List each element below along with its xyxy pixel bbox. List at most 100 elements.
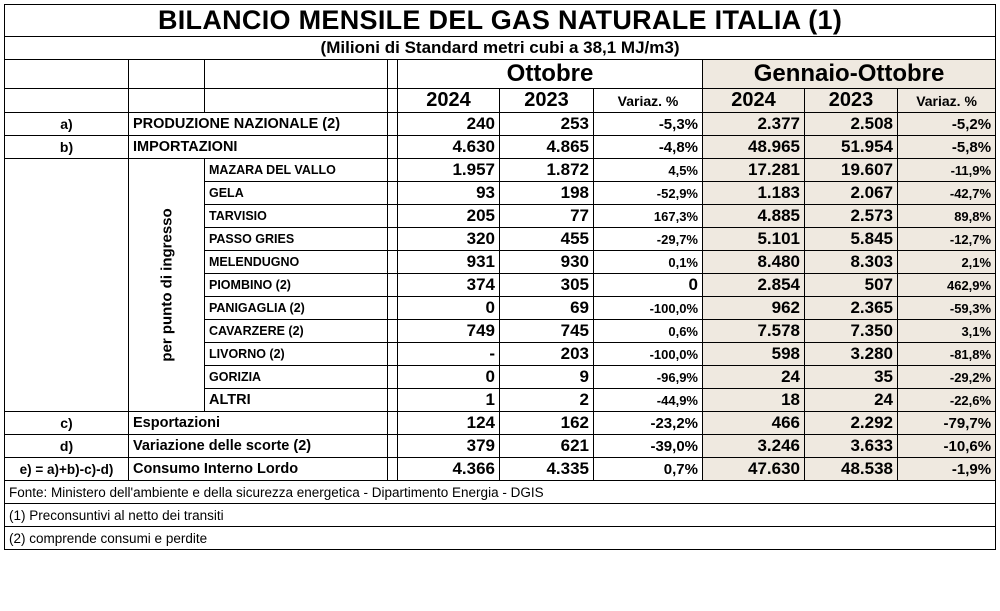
cell-ytd-var: -79,7% <box>896 411 997 435</box>
cell-month-2024: 0 <box>397 365 500 389</box>
row-label: PRODUZIONE NAZIONALE (2) <box>128 112 388 136</box>
cell-ytd-2023: 48.538 <box>804 457 898 481</box>
cell-ytd-2023: 2.508 <box>804 112 898 136</box>
row-label: Variazione delle scorte (2) <box>128 434 388 458</box>
header-blank-vert-2 <box>128 88 205 113</box>
cell-ytd-var: 3,1% <box>896 319 997 343</box>
cell-ytd-var: -59,3% <box>896 296 997 320</box>
sep-cell <box>387 319 398 343</box>
footnote-2: (2) comprende consumi e perdite <box>3 526 997 550</box>
cell-month-var: -5,3% <box>593 112 703 136</box>
cell-month-var: -4,8% <box>593 135 703 159</box>
cell-ytd-2023: 3.280 <box>804 342 898 366</box>
cell-month-2023: 621 <box>499 434 594 458</box>
cell-ytd-var: -22,6% <box>896 388 997 412</box>
cell-month-var: 0,6% <box>593 319 703 343</box>
cell-ytd-2023: 8.303 <box>804 250 898 274</box>
entry-label: MELENDUGNO <box>204 250 388 274</box>
cell-month-var: 0,1% <box>593 250 703 274</box>
sep-cell <box>387 227 398 251</box>
entry-label: PIOMBINO (2) <box>204 273 388 297</box>
cell-ytd-2023: 19.607 <box>804 158 898 182</box>
cell-month-var: -44,9% <box>593 388 703 412</box>
entry-label: TARVISIO <box>204 204 388 228</box>
cell-ytd-2024: 2.377 <box>702 112 805 136</box>
sep-cell <box>387 365 398 389</box>
cell-month-2024: 124 <box>397 411 500 435</box>
cell-ytd-2024: 466 <box>702 411 805 435</box>
period-month-header: Ottobre <box>397 59 703 89</box>
cell-month-2024: 93 <box>397 181 500 205</box>
cell-month-2024: 4.630 <box>397 135 500 159</box>
cell-month-2023: 2 <box>499 388 594 412</box>
cell-month-2023: 9 <box>499 365 594 389</box>
month-variation-header: Variaz. % <box>593 88 703 113</box>
ytd-variation-header: Variaz. % <box>896 88 997 113</box>
cell-ytd-var: -5,2% <box>896 112 997 136</box>
entry-label: PASSO GRIES <box>204 227 388 251</box>
cell-month-2023: 77 <box>499 204 594 228</box>
table-title: BILANCIO MENSILE DEL GAS NATURALE ITALIA… <box>3 4 997 37</box>
entry-label: PANIGAGLIA (2) <box>204 296 388 320</box>
sep-cell <box>387 250 398 274</box>
cell-ytd-2024: 598 <box>702 342 805 366</box>
cell-month-2024: 749 <box>397 319 500 343</box>
cell-month-var: -39,0% <box>593 434 703 458</box>
footnote-source: Fonte: Ministero dell'ambiente e della s… <box>3 480 997 504</box>
cell-ytd-var: -1,9% <box>896 457 997 481</box>
cell-ytd-var: 2,1% <box>896 250 997 274</box>
cell-month-var: 4,5% <box>593 158 703 182</box>
cell-month-var: 167,3% <box>593 204 703 228</box>
vertical-label: per punto di ingresso <box>158 208 175 362</box>
row-code: e) = a)+b)-c)-d) <box>4 457 129 481</box>
cell-month-var: 0 <box>593 273 703 297</box>
header-blank-sep-2 <box>387 88 398 113</box>
cell-ytd-2024: 2.854 <box>702 273 805 297</box>
cell-ytd-2023: 507 <box>804 273 898 297</box>
cell-ytd-2024: 8.480 <box>702 250 805 274</box>
cell-month-2023: 4.865 <box>499 135 594 159</box>
cell-ytd-2023: 2.292 <box>804 411 898 435</box>
sep-cell <box>387 181 398 205</box>
header-blank-code-2 <box>4 88 129 113</box>
cell-month-2023: 69 <box>499 296 594 320</box>
cell-month-2024: 379 <box>397 434 500 458</box>
cell-month-2024: 1.957 <box>397 158 500 182</box>
header-blank-code <box>4 59 129 89</box>
cell-ytd-2024: 48.965 <box>702 135 805 159</box>
cell-ytd-2023: 24 <box>804 388 898 412</box>
cell-month-var: -52,9% <box>593 181 703 205</box>
cell-ytd-2023: 3.633 <box>804 434 898 458</box>
sep-cell <box>387 296 398 320</box>
cell-ytd-2023: 7.350 <box>804 319 898 343</box>
header-blank-vert <box>128 59 205 89</box>
period-ytd-header: Gennaio-Ottobre <box>701 59 997 89</box>
header-blank-label <box>204 59 388 89</box>
cell-ytd-var: -81,8% <box>896 342 997 366</box>
row-label: IMPORTAZIONI <box>128 135 388 159</box>
footnote-1: (1) Preconsuntivi al netto dei transiti <box>3 503 997 527</box>
cell-ytd-2024: 4.885 <box>702 204 805 228</box>
sep-cell <box>387 135 398 159</box>
row-code: a) <box>4 112 129 136</box>
cell-month-var: -96,9% <box>593 365 703 389</box>
cell-ytd-2023: 2.573 <box>804 204 898 228</box>
cell-month-2024: 205 <box>397 204 500 228</box>
cell-month-var: 0,7% <box>593 457 703 481</box>
cell-ytd-var: 462,9% <box>896 273 997 297</box>
ytd-year-2024-header: 2024 <box>702 88 805 113</box>
cell-ytd-2024: 962 <box>702 296 805 320</box>
cell-ytd-var: -5,8% <box>896 135 997 159</box>
sep-cell <box>387 158 398 182</box>
cell-month-2024: 240 <box>397 112 500 136</box>
cell-ytd-2024: 5.101 <box>702 227 805 251</box>
cell-ytd-2023: 5.845 <box>804 227 898 251</box>
cell-month-var: -100,0% <box>593 342 703 366</box>
cell-month-2023: 455 <box>499 227 594 251</box>
month-year-2023-header: 2023 <box>499 88 594 113</box>
month-year-2024-header: 2024 <box>397 88 500 113</box>
cell-month-var: -100,0% <box>593 296 703 320</box>
row-label: Consumo Interno Lordo <box>128 457 388 481</box>
entry-label: ALTRI <box>204 388 388 412</box>
